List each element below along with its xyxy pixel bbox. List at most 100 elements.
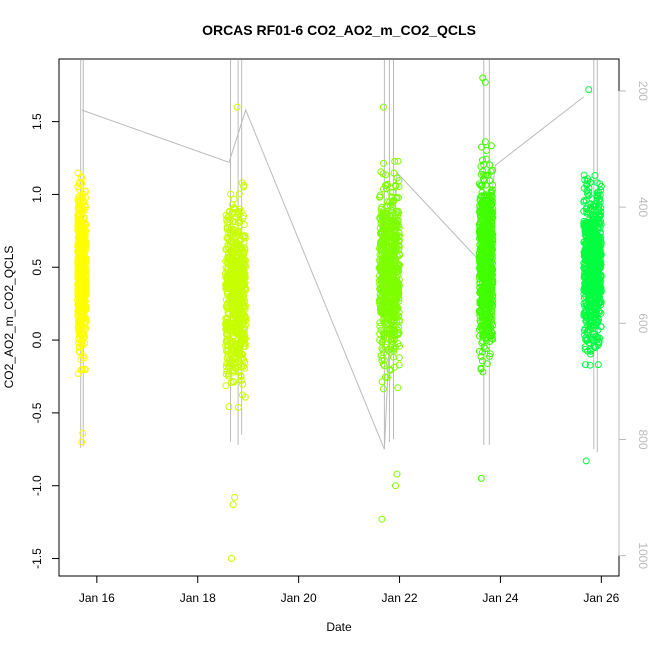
data-point — [595, 279, 603, 286]
data-point — [229, 501, 237, 509]
data-point — [385, 244, 393, 252]
y-axis-label: CO2_AO2_m_CO2_QCLS — [2, 246, 16, 389]
plot-frame — [58, 58, 620, 577]
data-point — [478, 245, 486, 253]
data-point — [477, 474, 485, 482]
data-point — [240, 233, 248, 241]
data-point — [377, 168, 385, 176]
x-tick-label: Jan 16 — [79, 591, 115, 605]
data-point — [378, 338, 386, 346]
data-point — [390, 285, 398, 293]
data-point — [390, 216, 397, 224]
altitude-trace-line — [81, 96, 585, 450]
data-point — [378, 228, 386, 236]
data-point — [222, 296, 230, 304]
data-point — [230, 378, 238, 386]
data-point — [229, 260, 237, 268]
data-point — [379, 209, 387, 217]
data-point — [396, 261, 403, 269]
data-point — [584, 347, 592, 355]
x-tick-label: Jan 18 — [180, 591, 216, 605]
data-point — [395, 250, 403, 258]
data-point — [585, 249, 593, 257]
data-point — [382, 259, 390, 267]
data-point — [582, 228, 590, 236]
data-point — [586, 361, 594, 369]
data-point — [594, 219, 602, 227]
data-point — [76, 204, 84, 212]
data-point — [592, 294, 600, 302]
data-point — [597, 183, 605, 190]
data-point — [224, 337, 231, 345]
data-point — [485, 224, 493, 232]
data-point — [587, 300, 595, 307]
data-point — [489, 266, 497, 274]
data-point — [379, 385, 387, 393]
data-point — [592, 332, 600, 340]
data-point — [382, 222, 390, 230]
data-point — [234, 403, 242, 411]
data-point — [79, 197, 87, 204]
data-point — [585, 86, 593, 94]
data-point — [79, 293, 86, 300]
series-2 — [222, 103, 250, 562]
right-tick-label: 600 — [636, 313, 650, 333]
data-point — [385, 276, 392, 284]
data-point — [75, 180, 83, 188]
data-point — [383, 374, 391, 381]
data-point — [585, 290, 593, 298]
data-point — [225, 403, 233, 411]
data-point — [225, 358, 233, 365]
y-axis: -1.5 -1.0 -0.5 0.0 0.5 1.0 1.5 — [30, 113, 60, 569]
data-point — [386, 365, 394, 373]
data-point — [391, 157, 399, 165]
data-point — [79, 429, 87, 437]
y-tick-label: -1.0 — [30, 475, 44, 496]
data-point — [485, 208, 492, 216]
data-point — [593, 319, 601, 327]
chart-title: ORCAS RF01-6 CO2_AO2_m_CO2_QCLS — [202, 22, 476, 38]
data-point — [235, 368, 243, 376]
data-point — [479, 295, 487, 303]
data-point — [79, 225, 87, 233]
data-point — [388, 299, 396, 307]
data-point — [394, 280, 402, 288]
data-point — [231, 252, 239, 260]
data-point — [591, 172, 599, 179]
data-point — [393, 470, 401, 478]
data-point — [380, 333, 388, 341]
data-point — [231, 313, 239, 321]
data-point — [225, 362, 233, 370]
data-point — [235, 346, 243, 354]
data-point — [484, 171, 492, 179]
data-point — [380, 159, 387, 167]
data-point — [80, 300, 88, 308]
data-point — [483, 283, 491, 290]
data-point — [390, 345, 398, 353]
data-point — [232, 241, 240, 249]
data-point — [489, 277, 497, 285]
data-point — [230, 359, 238, 367]
data-point — [585, 256, 593, 264]
data-point — [379, 354, 387, 362]
data-point — [483, 314, 491, 321]
data-point — [385, 329, 393, 337]
data-point — [585, 253, 593, 261]
data-point — [597, 186, 605, 194]
y-tick-label: 1.0 — [30, 186, 44, 203]
data-point — [596, 275, 604, 283]
data-point — [582, 317, 590, 325]
data-point — [584, 177, 591, 185]
data-point — [597, 285, 605, 293]
data-point — [378, 378, 386, 386]
data-point — [81, 203, 89, 211]
data-point — [392, 182, 400, 190]
data-point — [228, 201, 236, 209]
right-tick-label: 1000 — [636, 542, 650, 569]
data-point — [581, 240, 589, 247]
data-point — [586, 318, 594, 326]
data-point — [224, 255, 232, 263]
data-point — [75, 197, 83, 205]
data-point — [240, 281, 248, 289]
data-point — [81, 265, 89, 273]
